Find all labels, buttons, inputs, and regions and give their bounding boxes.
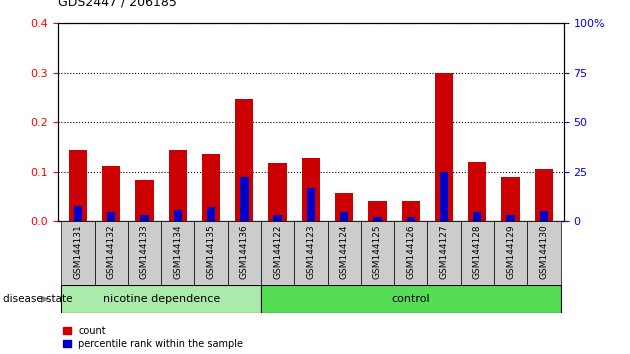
- Bar: [235, 99, 253, 221]
- Bar: [440, 172, 448, 221]
- Bar: [268, 163, 287, 221]
- Bar: [195, 221, 227, 285]
- Bar: [107, 212, 115, 221]
- Bar: [328, 221, 361, 285]
- Bar: [535, 169, 553, 221]
- Bar: [501, 177, 520, 221]
- Bar: [340, 212, 348, 221]
- Bar: [473, 212, 481, 221]
- Text: GSM144132: GSM144132: [106, 224, 116, 279]
- Text: GSM144131: GSM144131: [74, 224, 83, 279]
- Bar: [169, 150, 187, 221]
- Bar: [273, 215, 282, 221]
- Bar: [468, 162, 486, 221]
- Bar: [374, 217, 382, 221]
- Text: GSM144125: GSM144125: [373, 224, 382, 279]
- Text: GSM144123: GSM144123: [306, 224, 316, 279]
- Bar: [102, 166, 120, 221]
- Bar: [401, 201, 420, 221]
- Bar: [69, 150, 87, 221]
- Text: GSM144130: GSM144130: [539, 224, 548, 279]
- Text: GSM144127: GSM144127: [440, 224, 449, 279]
- Text: GSM144129: GSM144129: [506, 224, 515, 279]
- Bar: [507, 215, 515, 221]
- Text: GSM144135: GSM144135: [207, 224, 215, 279]
- Bar: [202, 154, 220, 221]
- Text: GDS2447 / 206185: GDS2447 / 206185: [58, 0, 177, 9]
- Bar: [61, 285, 261, 313]
- Bar: [74, 206, 82, 221]
- Bar: [406, 217, 415, 221]
- Text: GSM144128: GSM144128: [473, 224, 482, 279]
- Bar: [128, 221, 161, 285]
- Bar: [335, 193, 353, 221]
- Bar: [294, 221, 328, 285]
- Text: GSM144126: GSM144126: [406, 224, 415, 279]
- Bar: [527, 221, 561, 285]
- Text: GSM144124: GSM144124: [340, 224, 348, 279]
- Text: GSM144122: GSM144122: [273, 224, 282, 279]
- Bar: [61, 221, 94, 285]
- Text: disease state: disease state: [3, 294, 72, 304]
- Bar: [394, 221, 427, 285]
- Bar: [369, 201, 387, 221]
- Text: control: control: [391, 294, 430, 304]
- Bar: [207, 207, 215, 221]
- Text: GSM144133: GSM144133: [140, 224, 149, 279]
- Text: GSM144136: GSM144136: [240, 224, 249, 279]
- Bar: [494, 221, 527, 285]
- Bar: [435, 73, 453, 221]
- Bar: [94, 221, 128, 285]
- Text: GSM144134: GSM144134: [173, 224, 182, 279]
- Bar: [307, 188, 315, 221]
- Bar: [240, 177, 248, 221]
- Text: nicotine dependence: nicotine dependence: [103, 294, 220, 304]
- Legend: count, percentile rank within the sample: count, percentile rank within the sample: [63, 326, 243, 349]
- Bar: [361, 221, 394, 285]
- Bar: [174, 210, 182, 221]
- Bar: [135, 180, 154, 221]
- Bar: [540, 211, 548, 221]
- Bar: [161, 221, 195, 285]
- Bar: [461, 221, 494, 285]
- Bar: [227, 221, 261, 285]
- Bar: [302, 158, 320, 221]
- Bar: [140, 215, 149, 221]
- Bar: [261, 285, 561, 313]
- Bar: [261, 221, 294, 285]
- Bar: [427, 221, 461, 285]
